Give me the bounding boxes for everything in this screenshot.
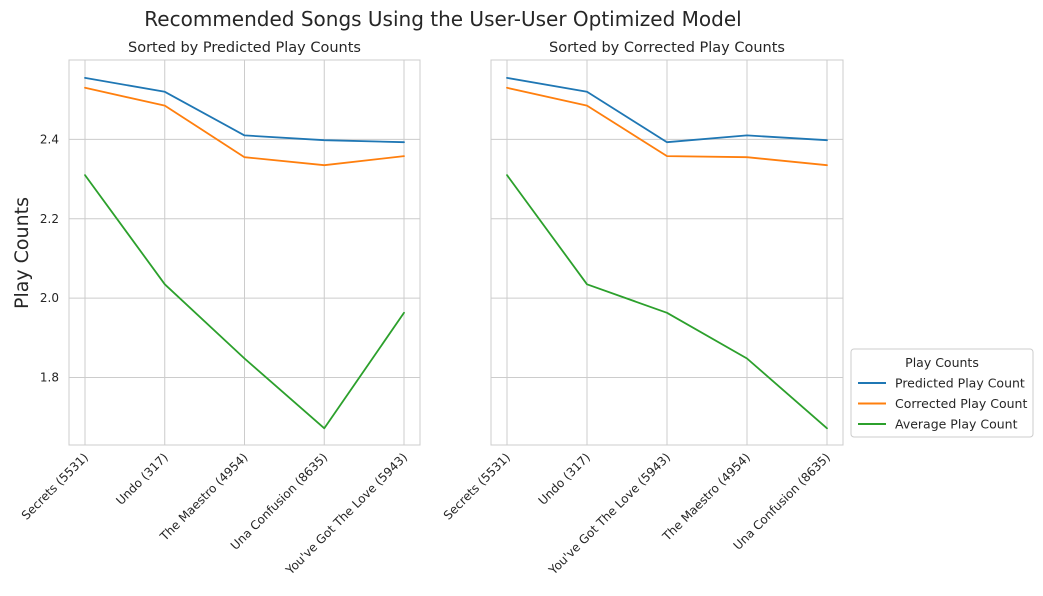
legend-label-predicted: Predicted Play Count	[895, 376, 1025, 391]
series-line-predicted-play-count	[506, 77, 828, 144]
legend: Play Counts Predicted Play Count Correct…	[850, 348, 1034, 438]
legend-label-average: Average Play Count	[895, 417, 1018, 432]
subplot-title: Sorted by Predicted Play Counts	[128, 40, 361, 56]
series-line-predicted-play-count	[84, 77, 405, 144]
x-tick-label: Undo (317)	[113, 450, 171, 508]
x-tick-label: The Maestro (4954)	[157, 450, 251, 544]
x-tick-label: Secrets (5531)	[19, 450, 91, 522]
axes-frame	[68, 59, 421, 446]
x-tick-label: The Maestro (4954)	[659, 450, 753, 544]
x-tick-label: Secrets (5531)	[441, 450, 513, 522]
y-tick-label: 2.0	[40, 291, 59, 305]
legend-label-corrected: Corrected Play Count	[895, 396, 1027, 411]
y-axis-label: Play Counts	[11, 197, 33, 309]
left-subplot: 1.8 2.0 2.2 2.4 Secrets (5531) Undo (317)The …	[19, 40, 421, 578]
legend-title: Play Counts	[905, 355, 979, 370]
series-line-average-play-count	[84, 174, 405, 430]
figure-title: Recommended Songs Using the User-User Op…	[144, 7, 741, 31]
legend-box	[850, 348, 1034, 438]
subplot-title: Sorted by Corrected Play Counts	[549, 40, 785, 56]
series-line-average-play-count	[506, 174, 828, 430]
series-line-corrected-play-count	[84, 86, 405, 167]
y-tick-label: 1.8	[40, 371, 59, 385]
right-subplot: Secrets (5531) Undo (317)You've Got The L…	[441, 40, 844, 578]
axes-frame	[490, 59, 844, 446]
series-line-corrected-play-count	[506, 86, 828, 167]
x-tick-label: Undo (317)	[536, 450, 594, 508]
y-tick-label: 2.4	[40, 132, 59, 146]
y-tick-label: 2.2	[40, 212, 59, 226]
